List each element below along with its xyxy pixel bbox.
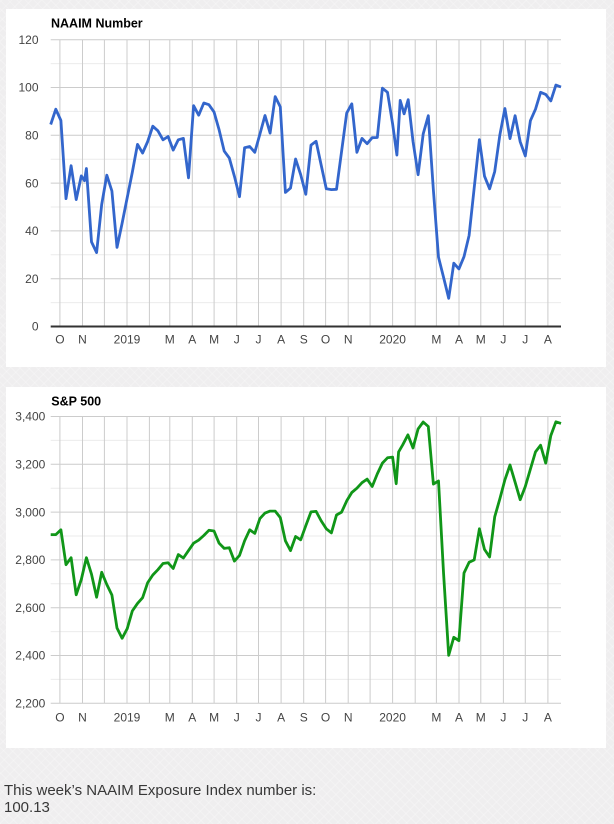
svg-text:2,600: 2,600 [15, 601, 45, 615]
svg-text:O: O [55, 333, 64, 347]
svg-text:O: O [55, 711, 64, 725]
svg-text:N: N [344, 333, 353, 347]
svg-text:M: M [165, 333, 175, 347]
svg-text:NAAIM Number: NAAIM Number [51, 17, 143, 31]
svg-text:M: M [476, 333, 486, 347]
svg-text:O: O [321, 333, 330, 347]
svg-text:N: N [78, 711, 87, 725]
svg-text:A: A [188, 333, 196, 347]
svg-text:M: M [431, 711, 441, 725]
svg-text:2019: 2019 [114, 333, 141, 347]
svg-text:A: A [544, 711, 552, 725]
svg-text:J: J [522, 333, 528, 347]
svg-text:J: J [234, 333, 240, 347]
svg-text:M: M [165, 711, 175, 725]
svg-text:S&P 500: S&P 500 [51, 394, 101, 408]
svg-text:2020: 2020 [379, 711, 406, 725]
svg-text:J: J [500, 333, 506, 347]
svg-text:100: 100 [18, 81, 38, 95]
svg-text:S: S [300, 711, 308, 725]
svg-text:20: 20 [25, 272, 39, 286]
svg-text:2,200: 2,200 [15, 697, 45, 711]
svg-text:3,200: 3,200 [15, 458, 45, 472]
svg-text:M: M [209, 333, 219, 347]
svg-text:S: S [300, 333, 308, 347]
svg-text:60: 60 [25, 176, 39, 190]
svg-text:A: A [188, 711, 196, 725]
svg-text:3,000: 3,000 [15, 505, 45, 519]
svg-text:M: M [476, 711, 486, 725]
svg-text:N: N [344, 711, 353, 725]
svg-text:40: 40 [25, 224, 39, 238]
svg-text:M: M [431, 333, 441, 347]
svg-text:N: N [78, 333, 87, 347]
svg-text:O: O [321, 711, 330, 725]
svg-text:A: A [455, 333, 463, 347]
svg-text:2,400: 2,400 [15, 649, 45, 663]
svg-text:J: J [256, 711, 262, 725]
svg-text:3,400: 3,400 [15, 410, 45, 424]
svg-text:J: J [234, 711, 240, 725]
svg-text:A: A [455, 711, 463, 725]
svg-text:J: J [256, 333, 262, 347]
svg-text:M: M [209, 711, 219, 725]
svg-text:80: 80 [25, 129, 39, 143]
svg-text:120: 120 [18, 33, 38, 47]
svg-text:0: 0 [32, 320, 39, 334]
svg-text:J: J [522, 711, 528, 725]
svg-text:A: A [277, 333, 285, 347]
svg-text:2,800: 2,800 [15, 553, 45, 567]
svg-text:J: J [500, 711, 506, 725]
svg-text:A: A [544, 333, 552, 347]
svg-text:2019: 2019 [114, 711, 141, 725]
svg-text:A: A [277, 711, 285, 725]
svg-text:2020: 2020 [379, 333, 406, 347]
